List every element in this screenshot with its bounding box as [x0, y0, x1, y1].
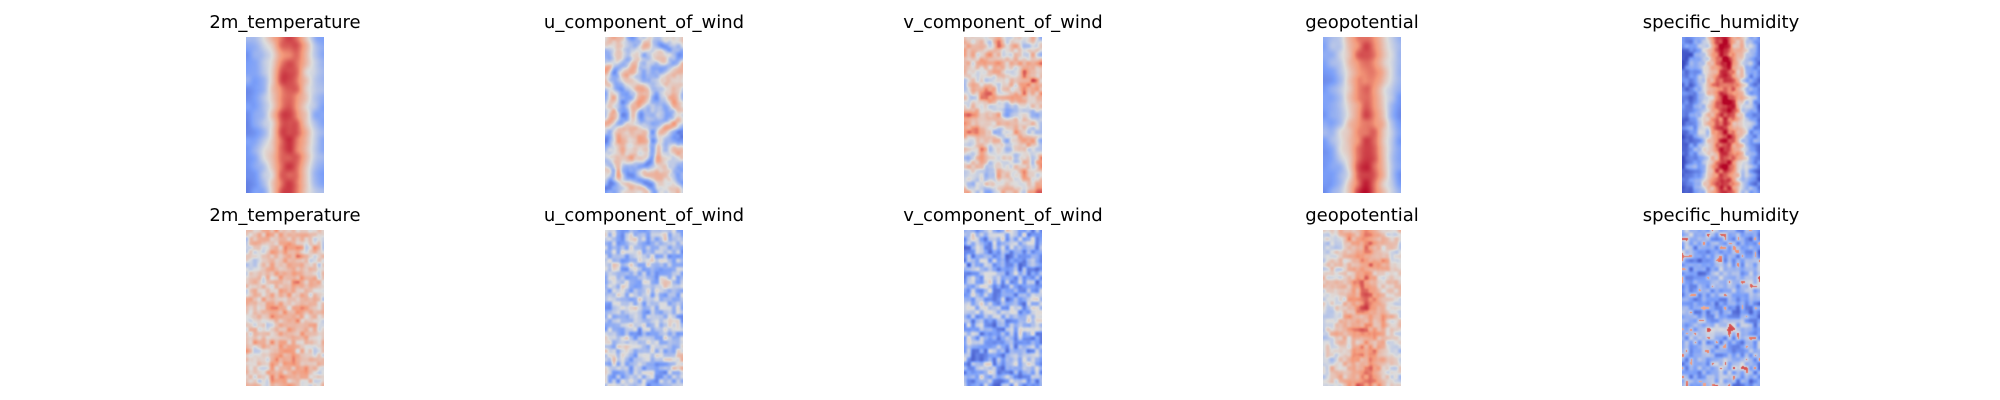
heatmap-r1-c2 — [605, 37, 683, 193]
panel-title-r1-c5: specific_humidity — [1642, 12, 1800, 33]
panel-title-r1-c3: v_component_of_wind — [903, 12, 1103, 33]
panel-title-r1-c4: geopotential — [1305, 12, 1419, 33]
heatmap-r1-c5 — [1682, 37, 1760, 193]
panel-title-r2-c5: specific_humidity — [1642, 205, 1800, 226]
heatmap-r2-c1 — [246, 230, 324, 386]
panel-title-r1-c1: 2m_temperature — [209, 12, 361, 33]
panel-title-r2-c3: v_component_of_wind — [903, 205, 1103, 226]
panel-title-r2-c1: 2m_temperature — [209, 205, 361, 226]
heatmap-r1-c4 — [1323, 37, 1401, 193]
heatmap-r2-c4 — [1323, 230, 1401, 386]
heatmap-r2-c5 — [1682, 230, 1760, 386]
panel-title-r2-c4: geopotential — [1305, 205, 1419, 226]
panel-title-r1-c2: u_component_of_wind — [543, 12, 745, 33]
heatmap-r1-c1 — [246, 37, 324, 193]
panel-title-r2-c2: u_component_of_wind — [543, 205, 745, 226]
heatmap-r1-c3 — [964, 37, 1042, 193]
heatmap-r2-c3 — [964, 230, 1042, 386]
heatmap-r2-c2 — [605, 230, 683, 386]
